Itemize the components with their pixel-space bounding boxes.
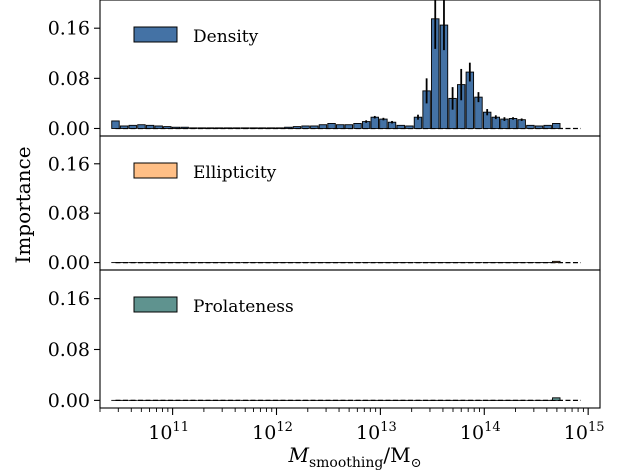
bar xyxy=(145,124,155,129)
y-tick-label: 0.08 xyxy=(48,339,90,361)
y-tick-label: 0.00 xyxy=(48,118,90,140)
bar xyxy=(552,397,561,401)
bar xyxy=(335,124,345,129)
bar xyxy=(284,126,293,129)
x-axis-label: Msmoothing/M⊙ xyxy=(287,443,421,471)
bar xyxy=(163,126,172,129)
bar xyxy=(292,126,302,129)
y-tick-label: 0.08 xyxy=(48,68,90,90)
bar xyxy=(275,127,284,129)
y-tick-label: 0.16 xyxy=(48,153,90,175)
chart-panels: 0.00 0.08 0.16 Density 0.00 0.08 0.16 Elliptici… xyxy=(48,0,601,412)
y-tick-label: 0.16 xyxy=(48,18,90,40)
bar xyxy=(249,127,258,129)
bar xyxy=(240,127,250,129)
y-axis-label: Importance xyxy=(11,146,35,263)
bar xyxy=(379,118,388,129)
x-tick-label: 1013 xyxy=(356,420,397,444)
legend-label: Prolateness xyxy=(193,297,294,317)
bar xyxy=(327,123,336,129)
bar xyxy=(111,120,120,129)
bar xyxy=(543,124,552,129)
legend-swatch xyxy=(133,162,178,179)
bar xyxy=(154,125,163,129)
legend-swatch xyxy=(133,26,178,43)
legend-label: Ellipticity xyxy=(193,163,277,183)
bar xyxy=(534,125,544,129)
bar xyxy=(266,127,276,129)
x-tick-label: 1012 xyxy=(252,420,293,444)
bar xyxy=(189,127,198,129)
legend: Ellipticity xyxy=(133,162,277,183)
x-tick-label: 1011 xyxy=(148,420,189,444)
bar xyxy=(310,125,319,129)
bar xyxy=(405,125,414,129)
legend: Prolateness xyxy=(133,296,294,317)
legend-label: Density xyxy=(193,27,259,47)
panel-ellipticity: 0.00 0.08 0.16 Ellipticity xyxy=(48,135,601,274)
bar xyxy=(171,126,181,129)
bar xyxy=(517,119,526,129)
x-tick-label: 1014 xyxy=(460,420,501,444)
panel-frame xyxy=(99,0,601,137)
bar xyxy=(396,124,405,129)
bar xyxy=(344,124,354,129)
panel-frame xyxy=(99,269,601,409)
y-tick-label: 0.16 xyxy=(48,288,90,310)
bar xyxy=(137,124,146,129)
bar xyxy=(128,124,137,129)
bar xyxy=(206,127,215,129)
panel-frame xyxy=(99,135,601,271)
x-axis: 1011 1012 1013 1014 1015 xyxy=(99,408,605,444)
bar xyxy=(552,260,561,264)
y-tick-label: 0.08 xyxy=(48,203,90,225)
legend-swatch xyxy=(133,296,178,313)
panel-density: 0.00 0.08 0.16 Density xyxy=(48,0,601,140)
y-tick-label: 0.00 xyxy=(48,390,90,412)
bar xyxy=(223,127,233,129)
panel-prolateness: 0.00 0.08 0.16 Prolateness xyxy=(48,269,601,412)
legend: Density xyxy=(133,26,259,47)
bar xyxy=(370,116,379,129)
bar xyxy=(119,125,129,129)
bar xyxy=(301,125,310,129)
bar xyxy=(180,126,189,129)
bar xyxy=(197,127,207,129)
bar xyxy=(258,127,267,129)
bar xyxy=(318,124,328,129)
bar xyxy=(508,118,518,129)
bar xyxy=(526,124,535,129)
y-tick-label: 0.00 xyxy=(48,252,90,274)
bar xyxy=(353,123,362,129)
bar xyxy=(552,123,561,129)
x-tick-label: 1015 xyxy=(564,420,605,444)
bar xyxy=(232,127,241,129)
bar xyxy=(214,127,224,129)
